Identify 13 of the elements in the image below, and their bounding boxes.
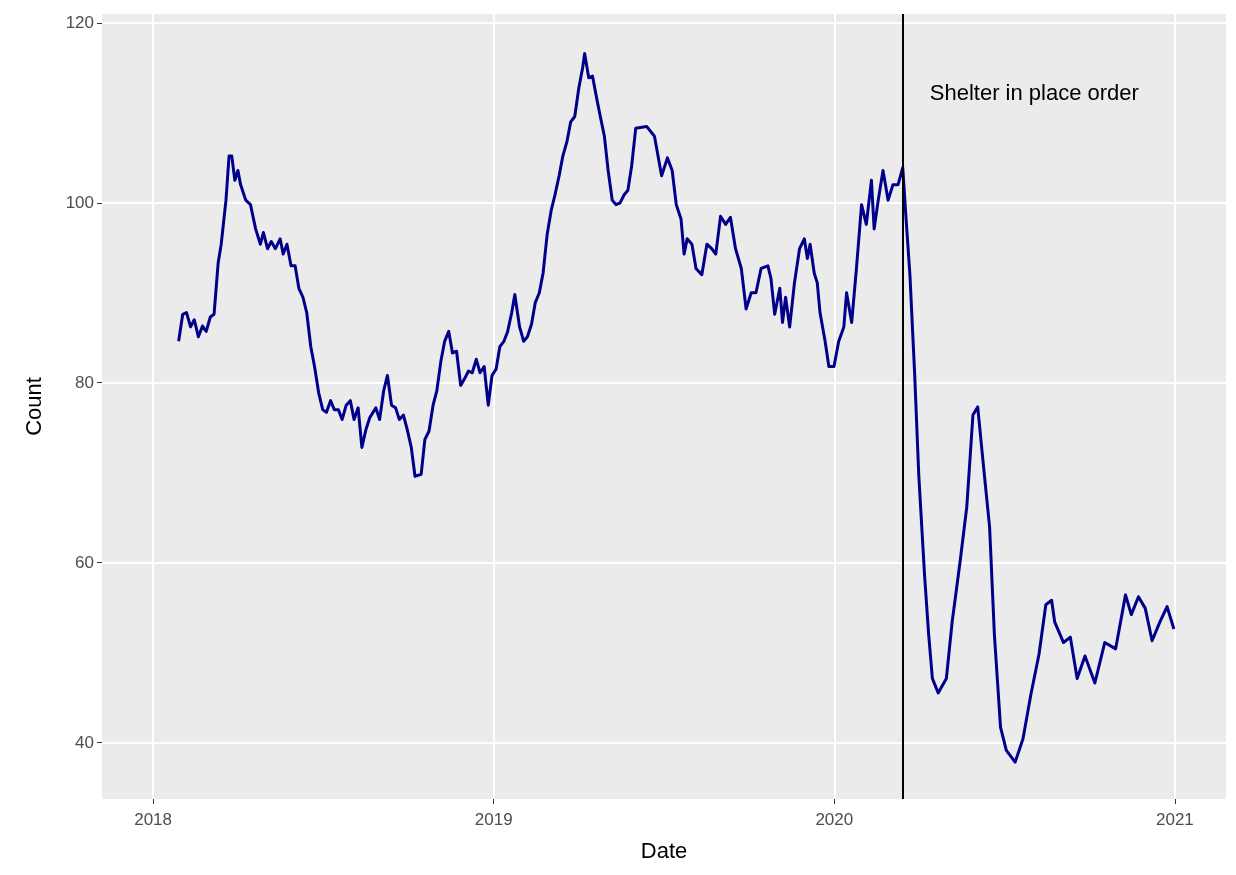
y-tick-label: 80	[75, 373, 94, 393]
x-tick-label: 2021	[1155, 810, 1194, 829]
y-tick-label: 60	[75, 553, 94, 573]
x-tick-label: 2018	[134, 810, 172, 829]
y-tick-label: 120	[65, 13, 94, 33]
x-tick-label: 2020	[815, 810, 854, 829]
x-axis-title: Date	[640, 837, 688, 863]
y-axis-title: Count	[20, 377, 46, 436]
y-tick-label: 40	[75, 732, 94, 752]
y-tick-label: 100	[65, 193, 94, 213]
line-series	[177, 52, 1176, 764]
ref-line-label: Shelter in place order	[929, 80, 1139, 105]
x-tick-label: 2019	[474, 810, 513, 829]
